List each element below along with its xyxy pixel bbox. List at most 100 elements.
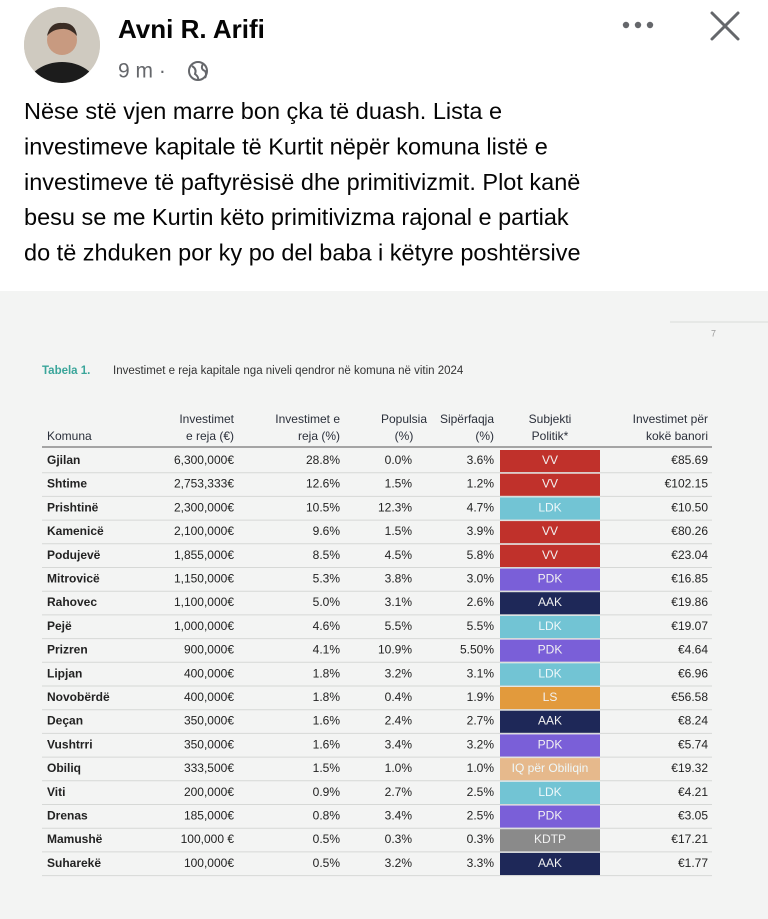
cell: 0.0% xyxy=(385,453,413,467)
post-text-line: besu se me Kurtin këto primitivizma rajo… xyxy=(24,204,569,230)
party-cell xyxy=(500,734,600,757)
cell: 3.3% xyxy=(467,856,495,870)
table: Komuna Investimet e reja (€) Investimet e re… xyxy=(42,412,712,877)
cell: 5.3% xyxy=(313,572,341,586)
post-text-line: Nëse stë vjen marre bon çka të duash. Li… xyxy=(24,98,502,124)
party-label: PDK xyxy=(538,809,563,823)
party-cell xyxy=(500,473,600,496)
caption-label: Tabela 1. xyxy=(42,365,90,377)
column-header: Investimet për xyxy=(633,412,708,426)
cell: 1.6% xyxy=(313,714,341,728)
column-header: Sipërfaqja xyxy=(440,412,494,426)
page-number: 7 xyxy=(711,328,716,338)
globe-icon xyxy=(188,61,208,81)
cell: 2,753,333€ xyxy=(174,477,234,491)
party-label: PDK xyxy=(538,572,563,586)
party-cell xyxy=(500,852,600,876)
cell: 3.1% xyxy=(467,666,495,680)
cell: 1.5% xyxy=(385,524,413,538)
municipality: Lipjan xyxy=(47,666,82,680)
cell: 0.5% xyxy=(313,832,341,846)
cell: €4.21 xyxy=(678,785,708,799)
post-text: Nëse stë vjen marre bon çka të duash. Li… xyxy=(24,98,581,265)
cell: 0.8% xyxy=(313,809,341,823)
cell: 4.5% xyxy=(385,548,413,562)
municipality: Prizren xyxy=(47,643,88,657)
cell: 350,000€ xyxy=(184,737,234,751)
more-options[interactable] xyxy=(622,21,654,29)
municipality: Gjilan xyxy=(47,453,80,467)
cell: 185,000€ xyxy=(184,809,234,823)
cell: 3.4% xyxy=(385,809,413,823)
party-label: LDK xyxy=(538,785,561,799)
cell: 5.8% xyxy=(467,548,495,562)
cell: 2.5% xyxy=(467,809,495,823)
cell: 5.5% xyxy=(467,619,495,633)
column-header: (%) xyxy=(395,429,414,443)
cell: €19.32 xyxy=(671,761,708,775)
party-label: AAK xyxy=(538,856,562,870)
cell: 1,000,000€ xyxy=(174,619,234,633)
cell: 3.4% xyxy=(385,737,413,751)
municipality: Mitrovicë xyxy=(47,572,100,586)
cell: €56.58 xyxy=(671,690,708,704)
cell: 12.6% xyxy=(306,477,340,491)
column-header: reja (%) xyxy=(298,429,340,443)
cell: 400,000€ xyxy=(184,690,234,704)
caption: Investimet e reja kapitale nga niveli qe… xyxy=(113,365,464,377)
avatar[interactable] xyxy=(24,7,100,110)
party-label: VV xyxy=(542,477,558,491)
cell: 6,300,000€ xyxy=(174,453,234,467)
party-cell xyxy=(500,521,600,544)
cell: €85.69 xyxy=(671,453,708,467)
party-label: PDK xyxy=(538,737,563,751)
cell: 2.6% xyxy=(467,595,495,609)
cell: 0.5% xyxy=(313,856,341,870)
party-label: VV xyxy=(542,548,558,562)
cell: 1,100,000€ xyxy=(174,595,234,609)
cell: 12.3% xyxy=(378,500,412,514)
cell: 1.8% xyxy=(313,666,341,680)
column-header: Investimet e xyxy=(275,412,340,426)
party-label: PDK xyxy=(538,643,563,657)
cell: 3.8% xyxy=(385,572,413,586)
municipality: Podujevë xyxy=(47,548,101,562)
party-cell xyxy=(500,781,600,804)
column-header: kokë banori xyxy=(646,429,708,443)
cell: 100,000€ xyxy=(184,856,234,870)
municipality: Rahovec xyxy=(47,595,97,609)
municipality: Vushtrri xyxy=(47,737,93,751)
post-text-line: do të zhduken por ky po del baba i këtyr… xyxy=(24,239,581,265)
party-label: AAK xyxy=(538,714,562,728)
party-label: IQ për Obiliqin xyxy=(512,761,589,775)
cell: 0.9% xyxy=(313,785,341,799)
cell: 1,150,000€ xyxy=(174,572,234,586)
party-cell xyxy=(500,663,600,686)
cell: €16.85 xyxy=(671,572,708,586)
cell: €1.77 xyxy=(678,856,708,870)
party-cell xyxy=(500,592,600,615)
cell: €8.24 xyxy=(678,714,708,728)
cell: 3.2% xyxy=(385,666,413,680)
close-button[interactable] xyxy=(710,11,740,41)
post-time: 9 m · xyxy=(118,60,166,83)
municipality: Kamenicë xyxy=(47,524,104,538)
party-cell xyxy=(500,497,600,520)
municipality: Prishtinë xyxy=(47,500,99,514)
party-cell xyxy=(500,544,600,567)
cell: 3.9% xyxy=(467,524,495,538)
cell: 200,000€ xyxy=(184,785,234,799)
column-header: Investimet xyxy=(179,412,234,426)
cell: 0.3% xyxy=(385,832,413,846)
post-text-line: investimeve kapitale të Kurtit nëpër kom… xyxy=(24,134,548,160)
party-cell xyxy=(500,568,600,591)
cell: 2.7% xyxy=(467,714,495,728)
cell: 1.8% xyxy=(313,690,341,704)
party-cell xyxy=(500,805,600,828)
cell: €5.74 xyxy=(678,737,708,751)
party-cell xyxy=(500,450,600,473)
party-cell xyxy=(500,615,600,639)
author-name[interactable]: Avni R. Arifi xyxy=(118,14,265,44)
party-cell xyxy=(500,639,600,662)
cell: 3.1% xyxy=(385,595,413,609)
